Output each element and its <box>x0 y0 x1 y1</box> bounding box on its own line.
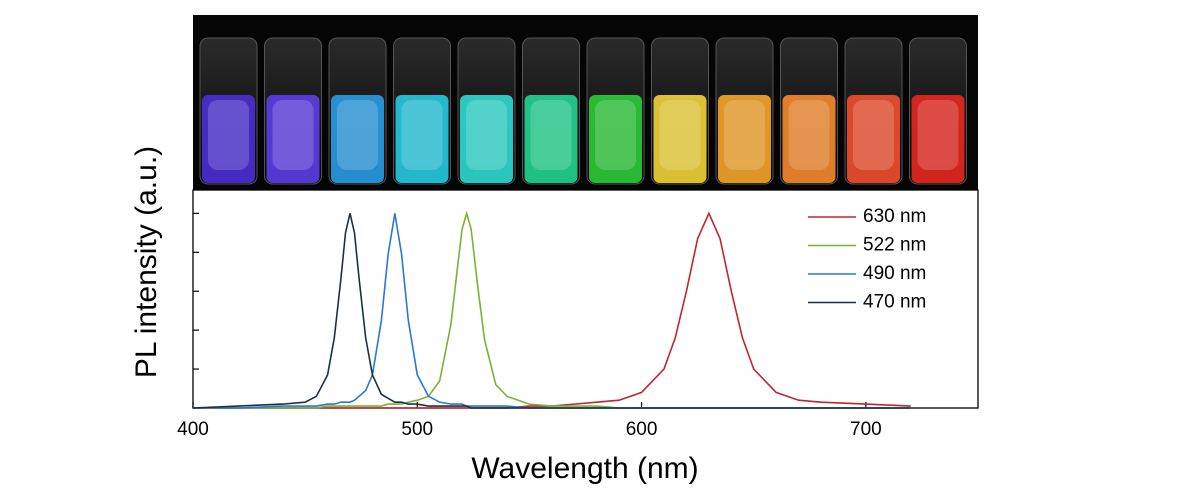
vial-glow <box>788 100 830 170</box>
vial-glow <box>337 100 378 170</box>
vial-glow <box>595 100 636 170</box>
legend-label: 522 nm <box>863 235 926 256</box>
vial-glow <box>401 100 443 170</box>
vial-liquid <box>266 95 320 183</box>
vial-glow <box>917 100 959 170</box>
legend-label: 470 nm <box>863 292 926 313</box>
x-tick-label: 600 <box>626 419 658 440</box>
vial-glow <box>272 100 314 170</box>
series-line <box>193 213 911 409</box>
legend-label: 490 nm <box>863 263 926 284</box>
vial-liquid <box>331 95 384 183</box>
vial-glow <box>724 100 765 170</box>
vial-liquid <box>460 95 513 183</box>
vial-photo <box>193 15 978 190</box>
legend-label: 630 nm <box>863 206 926 227</box>
y-axis-label: PL intensity (a.u.) <box>130 146 163 378</box>
vial-glow <box>466 100 507 170</box>
x-tick-label: 400 <box>177 419 209 440</box>
vial-glow <box>853 100 894 170</box>
vial-liquid <box>589 95 642 183</box>
x-tick-label: 700 <box>850 419 882 440</box>
series-line <box>193 211 911 409</box>
x-axis-label: Wavelength (nm) <box>471 452 698 485</box>
vial-glow <box>208 100 249 170</box>
vial-liquid <box>524 95 578 183</box>
vial-liquid <box>653 95 707 183</box>
vial-glow <box>659 100 701 170</box>
vial-liquid <box>395 95 449 183</box>
vial-glow <box>530 100 572 170</box>
vial-liquid <box>847 95 900 183</box>
x-tick-label: 500 <box>401 419 433 440</box>
vial-liquid <box>718 95 771 183</box>
vial-liquid <box>782 95 836 183</box>
series-line <box>193 210 911 409</box>
vial-liquid <box>911 95 965 183</box>
series-line <box>192 213 911 409</box>
vial-liquid <box>202 95 255 183</box>
plot-frame <box>192 189 979 409</box>
